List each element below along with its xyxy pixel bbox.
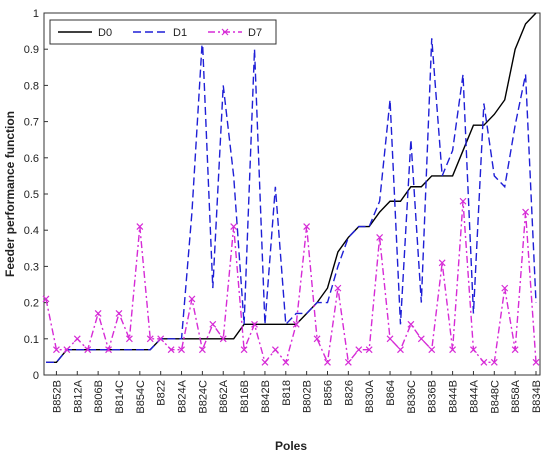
x-tick-label: B802B [302,380,314,413]
series-marker [459,197,467,205]
series-marker [386,335,394,343]
x-tick-label: B824A [177,379,189,413]
y-tick-label: 0.3 [24,261,39,273]
x-tick-label: B862A [218,379,230,413]
series-marker [292,320,300,328]
y-tick-label: 0.7 [24,117,39,129]
y-axis-label: Feeder performance function [3,111,17,277]
x-tick-label: B834B [531,380,543,413]
x-tick-label: B836B [427,380,439,413]
series-marker [230,223,238,231]
series-marker [449,346,457,354]
series-marker [501,284,509,292]
x-tick-label: B814C [114,380,126,414]
y-tick-label: 0.6 [24,153,39,165]
x-tick-label: B824C [197,380,209,414]
x-tick-label: B848C [489,380,501,414]
series-marker [334,284,342,292]
x-tick-label: B830A [364,379,376,413]
series-marker [157,335,165,343]
series-marker [282,358,290,366]
y-tick-label: 0.1 [24,334,39,346]
series-marker [522,208,529,216]
series-marker [480,358,488,366]
y-tick-label: 0.8 [24,80,39,92]
x-tick-label: B826 [343,380,355,406]
series-marker [53,346,60,354]
x-tick-label: B856 [322,380,334,406]
series-marker [438,259,446,267]
series-marker [94,310,102,317]
x-tick-label: B844A [468,379,480,413]
series-marker [188,295,196,303]
series-marker [470,346,477,354]
series-marker [42,295,50,303]
series-marker [376,234,384,241]
series-marker [355,346,363,354]
y-tick-label: 0.9 [24,44,39,56]
series-marker [407,320,415,328]
x-tick-label: B844B [448,380,460,413]
series-marker [251,320,258,328]
series-marker [324,358,331,366]
legend-label: D0 [98,27,112,39]
y-tick-label: 0.4 [24,225,39,237]
x-tick-label: B852B [51,380,63,413]
legend-marker [221,28,229,36]
y-tick-label: 0.5 [24,189,39,201]
series-marker [84,346,92,354]
series-marker [417,335,425,343]
series-marker [532,358,540,366]
x-axis-label: Poles [275,439,307,453]
series-line [45,201,537,365]
x-tick-label: B806B [93,380,105,413]
series-marker [511,346,519,354]
x-tick-label: B818 [281,380,293,406]
series-marker [167,346,175,354]
series-marker [105,346,112,354]
series-marker [146,335,154,343]
series-marker [73,335,81,343]
legend-label: D7 [248,27,262,39]
x-tick-label: B854C [135,380,147,414]
series-marker [136,223,144,231]
y-tick-label: 1 [33,8,39,20]
y-tick-label: 0 [33,370,39,382]
series-marker [63,346,71,354]
series-marker [240,346,248,354]
series-marker [397,346,404,354]
series-marker [303,223,311,231]
series-marker [271,346,279,354]
series-marker [490,358,498,366]
series-marker [178,346,185,354]
series-marker [344,358,352,366]
series-marker [365,346,373,354]
legend-label: D1 [173,27,187,39]
series-marker [219,335,227,343]
series-marker [198,346,206,354]
series-marker [313,335,321,343]
series-marker [125,335,133,343]
series-marker [115,310,123,317]
y-tick-label: 0.2 [24,298,39,310]
x-tick-label: B836C [406,380,418,414]
series-marker [428,346,436,354]
x-tick-label: B816B [239,380,251,413]
series-marker [209,320,217,328]
x-tick-label: B822 [156,380,168,406]
series-line [46,38,537,364]
x-tick-label: B864 [385,380,397,406]
x-tick-label: B812A [72,379,84,413]
x-tick-label: B842B [260,380,272,413]
plot-area [43,12,541,376]
series-marker [261,358,269,366]
x-tick-label: B858A [510,379,522,413]
